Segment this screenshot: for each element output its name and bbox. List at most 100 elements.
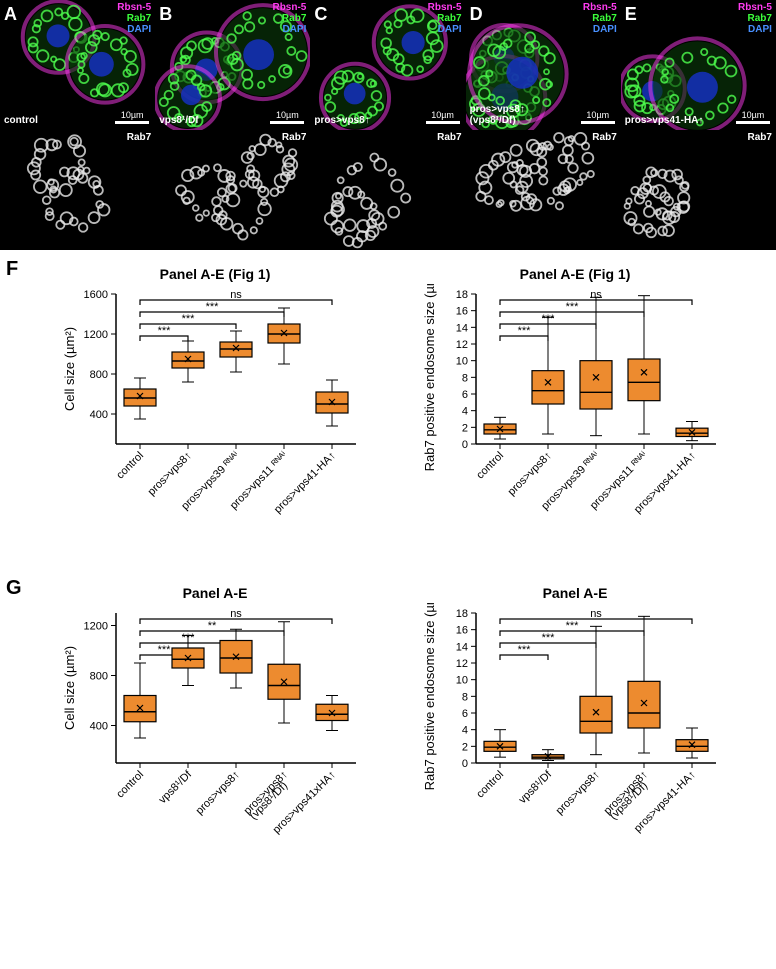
svg-text:18: 18 [456, 289, 468, 301]
svg-text:1600: 1600 [84, 289, 108, 301]
svg-text:Rab7 positive endosome size (µ: Rab7 positive endosome size (µm²) [422, 603, 437, 790]
svg-text:8: 8 [462, 691, 468, 703]
channel-legend: Rbsn-5Rab7DAPI [428, 2, 462, 35]
micro-panel-E: E Rbsn-5Rab7DAPI pros>vps41-HA↑ 10µm [621, 0, 776, 130]
channel-legend: Rbsn-5Rab7DAPI [738, 2, 772, 35]
svg-text:6: 6 [462, 389, 468, 401]
svg-text:***: *** [518, 644, 532, 656]
micro-panel-bw-E: Rab7 [621, 130, 776, 250]
chart-F2: 024681012141618Rab7 positive endosome si… [420, 284, 730, 544]
svg-text:control: control [114, 450, 146, 482]
scalebar: 10µm [426, 110, 460, 124]
svg-text:ns: ns [230, 608, 242, 620]
chart-G1-title: Panel A-E [60, 585, 370, 601]
panel-letter-D: D [470, 4, 483, 25]
chart-G2: 0 2 4 6 8 10 12 14 16 18 Rab7 positive endosome si… [420, 603, 730, 863]
svg-text:vps8¹/Df: vps8¹/Df [517, 768, 555, 806]
svg-text:4: 4 [462, 725, 468, 737]
panel-letter-A: A [4, 4, 17, 25]
svg-text:vps8¹/Df: vps8¹/Df [157, 768, 195, 806]
genotype-label: pros>vps8↑ [314, 115, 369, 126]
svg-text:pros>vps8↑: pros>vps8↑ [554, 769, 602, 817]
genotype-label: pros>vps41-HA↑ [625, 115, 704, 126]
channel-legend: Rbsn-5Rab7DAPI [583, 2, 617, 35]
genotype-label: control [4, 115, 38, 126]
channel-legend-bw: Rab7 [592, 132, 616, 143]
svg-text:***: *** [206, 301, 220, 313]
micrograph-row-color: A Rbsn-5Rab7DAPI control 10µm B Rbsn-5Rab7DAP… [0, 0, 776, 130]
channel-legend: Rbsn-5Rab7DAPI [272, 2, 306, 35]
chart-G1: 4008001200Cell size (µm²)********nscontr… [60, 603, 370, 863]
micro-panel-bw-B: Rab7 [155, 130, 310, 250]
chart-G1-wrap: Panel A-E 4008001200Cell size (µm²)*****… [60, 581, 370, 868]
svg-text:control: control [474, 450, 506, 482]
channel-legend-bw: Rab7 [437, 132, 461, 143]
micro-panel-A: ARbsn-5Rab7DAPIcontrol10µm [0, 0, 155, 130]
svg-text:***: *** [518, 325, 532, 337]
micro-panel-bw-C: Rab7 [310, 130, 465, 250]
svg-text:control: control [474, 769, 506, 801]
micro-panel-B: B Rbsn-5Rab7DAPI vps8¹/Df 10µm [155, 0, 310, 130]
section-F: F Panel A-E (Fig 1) 40080012001600Cell s… [0, 250, 776, 569]
svg-text:Rab7 positive endosome size (µ: Rab7 positive endosome size (µm²) [422, 284, 437, 471]
svg-text:***: *** [182, 313, 196, 325]
scalebar: 10µm [270, 110, 304, 124]
chart-row-G: Panel A-E 4008001200Cell size (µm²)*****… [40, 581, 766, 868]
chart-G2-wrap: Panel A-E 0 2 4 6 8 10 12 14 16 18 Rab7 positive e… [420, 581, 730, 868]
section-G: G Panel A-E 4008001200Cell size (µm²)***… [0, 569, 776, 888]
micro-panel-bw-D: Rab7 [466, 130, 621, 250]
chart-F2-wrap: Panel A-E (Fig 1) 024681012141618Rab7 po… [420, 262, 730, 549]
svg-text:0: 0 [462, 758, 468, 770]
svg-text:16: 16 [456, 306, 468, 318]
svg-text:800: 800 [90, 671, 108, 683]
svg-text:16: 16 [456, 625, 468, 637]
svg-text:12: 12 [456, 658, 468, 670]
svg-text:***: *** [566, 620, 580, 632]
chart-F1-title: Panel A-E (Fig 1) [60, 266, 370, 282]
channel-legend-bw: Rab7 [127, 132, 151, 143]
micro-panel-C: CRbsn-5Rab7DAPIpros>vps8↑10µm [310, 0, 465, 130]
genotype-label: vps8¹/Df [159, 115, 198, 126]
svg-text:***: *** [542, 632, 556, 644]
panel-letter-F: F [6, 258, 18, 281]
svg-text:10: 10 [456, 675, 468, 687]
svg-text:ns: ns [230, 289, 242, 301]
svg-text:***: *** [158, 644, 172, 656]
svg-text:800: 800 [90, 369, 108, 381]
panel-letter-B: B [159, 4, 172, 25]
panel-letter-E: E [625, 4, 637, 25]
svg-text:***: *** [158, 325, 172, 337]
svg-text:pros>vps8↑: pros>vps8↑ [194, 769, 242, 817]
svg-text:Cell size (µm²): Cell size (µm²) [62, 646, 77, 730]
svg-text:2: 2 [462, 741, 468, 753]
svg-text:pros>vps8↑: pros>vps8↑ [146, 450, 194, 498]
panel-letter-G: G [6, 577, 22, 600]
svg-text:14: 14 [456, 322, 468, 334]
svg-text:control: control [114, 769, 146, 801]
svg-text:ns: ns [590, 608, 602, 620]
svg-text:***: *** [566, 301, 580, 313]
svg-text:10: 10 [456, 356, 468, 368]
scalebar: 10µm [115, 110, 149, 124]
svg-text:2: 2 [462, 422, 468, 434]
channel-legend-bw: Rab7 [747, 132, 771, 143]
scalebar: 10µm [736, 110, 770, 124]
svg-text:1200: 1200 [84, 329, 108, 341]
chart-G2-title: Panel A-E [420, 585, 730, 601]
svg-text:0: 0 [462, 439, 468, 451]
svg-text:8: 8 [462, 372, 468, 384]
channel-legend-bw: Rab7 [282, 132, 306, 143]
svg-text:pros>vps8↑: pros>vps8↑ [506, 450, 554, 498]
svg-text:6: 6 [462, 708, 468, 720]
svg-text:1200: 1200 [84, 621, 108, 633]
chart-row-F: Panel A-E (Fig 1) 40080012001600Cell siz… [40, 262, 766, 549]
chart-F1: 40080012001600Cell size (µm²)*********ns… [60, 284, 370, 544]
svg-text:**: ** [208, 620, 217, 632]
svg-text:18: 18 [456, 608, 468, 620]
svg-text:14: 14 [456, 641, 468, 653]
chart-F1-wrap: Panel A-E (Fig 1) 40080012001600Cell siz… [60, 262, 370, 549]
genotype-label: pros>vps8↑(vps8¹/Df) [470, 104, 525, 126]
svg-text:400: 400 [90, 409, 108, 421]
chart-F2-title: Panel A-E (Fig 1) [420, 266, 730, 282]
svg-text:400: 400 [90, 721, 108, 733]
